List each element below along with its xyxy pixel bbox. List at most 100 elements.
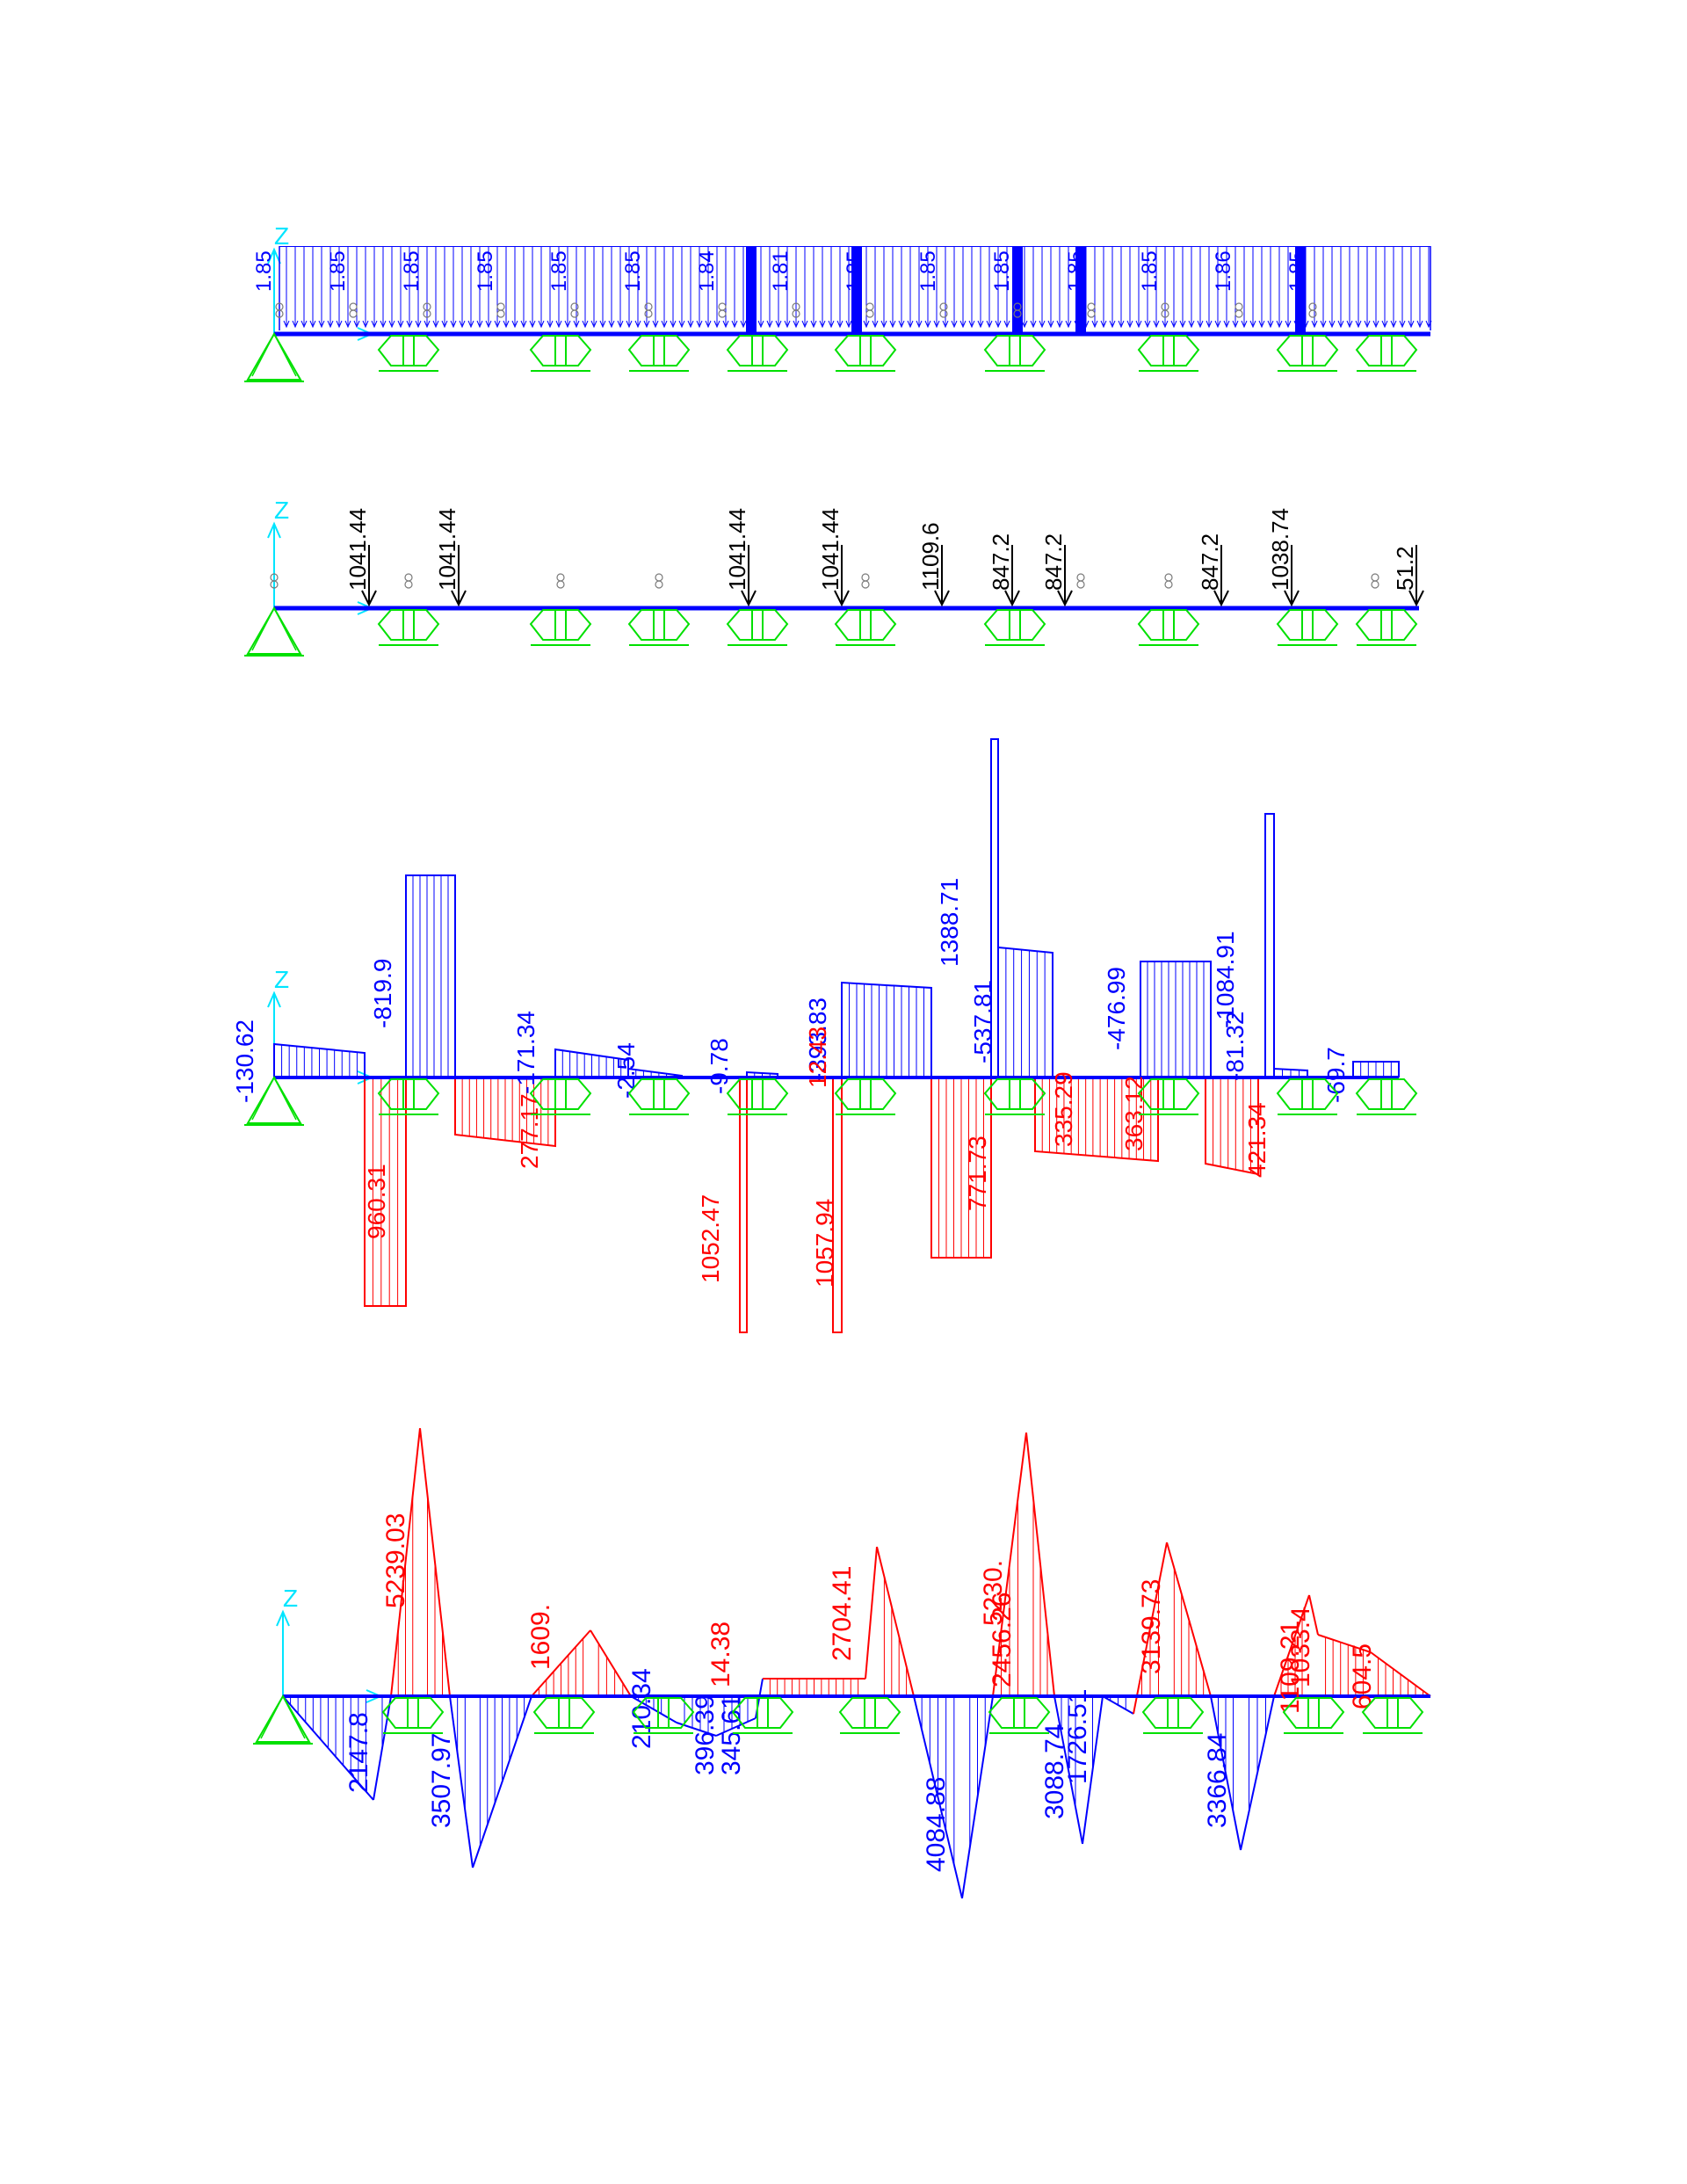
load-arrow-head: [1232, 320, 1239, 329]
hinge-marker: [270, 573, 279, 582]
shear-force-panel: Z -130.62 -819.9 -171.34 -2.54 -9.78 -393.83 -5…: [231, 738, 1418, 1333]
moment-segment: [763, 1678, 865, 1696]
roller-support-body: [529, 609, 592, 641]
shear-segment: [364, 1077, 407, 1307]
pin-support-hatch: [273, 1077, 297, 1121]
moment-curve: [715, 1717, 757, 1737]
moment-label-negative: 3507.97: [427, 1733, 456, 1828]
shear-label-negative: -130.62: [231, 1019, 258, 1103]
moment-label-positive: 2704.41: [828, 1566, 857, 1661]
point-load-label: 1041.44: [724, 508, 750, 591]
hinge-marker: [404, 580, 413, 589]
roller-support: [838, 1697, 901, 1734]
load-arrow-head: [1346, 320, 1353, 329]
load-arrow-head: [1399, 320, 1406, 329]
roller-support: [731, 1697, 794, 1734]
point-load-label: 1109.6: [917, 522, 944, 591]
load-arrow-head: [511, 320, 518, 329]
load-arrow-head: [775, 320, 782, 329]
load-arrow-head: [1249, 320, 1256, 329]
z-axis-label: Z: [274, 966, 289, 993]
load-arrow-head: [1126, 320, 1133, 329]
moment-segment: [1102, 1695, 1134, 1715]
load-arrow-head: [1144, 320, 1151, 329]
hinge-marker: [423, 302, 431, 311]
pin-support-hatch: [251, 333, 275, 377]
load-arrow-head: [1320, 320, 1327, 329]
load-arrow-head: [740, 320, 747, 329]
roller-support-body: [532, 1697, 596, 1729]
distributed-load-label: 1.84: [695, 250, 719, 292]
z-axis-arrowhead: [276, 1609, 290, 1627]
load-arrow-head: [459, 320, 466, 329]
shear-segment: [841, 981, 932, 1077]
moment-label-positive: 1033.4: [1286, 1607, 1315, 1687]
point-load-label: 1041.44: [817, 508, 844, 591]
load-arrow-head: [371, 320, 378, 329]
roller-support-body: [726, 1078, 789, 1110]
shear-segment: [1140, 961, 1212, 1077]
moment-segment: [1053, 1695, 1083, 1845]
load-arrow-head: [538, 320, 545, 329]
load-arrow-head: [344, 320, 351, 329]
roller-support-body: [834, 1078, 897, 1110]
load-arrow-head: [1372, 320, 1379, 329]
hinge-marker: [496, 309, 505, 318]
load-arrow-head: [494, 320, 501, 329]
shear-label-positive: 1052.47: [697, 1194, 724, 1283]
pin-support-triangle: [246, 331, 302, 381]
point-load-arrowhead: [834, 590, 850, 607]
roller-support: [1361, 1697, 1424, 1734]
moment-segment: [715, 1696, 757, 1737]
roller-support: [627, 335, 691, 372]
load-arrow-head: [283, 320, 290, 329]
load-arrow-head: [696, 320, 703, 329]
load-arrow-head: [880, 320, 887, 329]
load-arrow-head: [424, 320, 431, 329]
hinge-marker: [1164, 573, 1173, 582]
roller-support: [381, 1697, 445, 1734]
load-arrow-head: [599, 320, 606, 329]
pin-support-triangle: [246, 1075, 302, 1124]
pin-support-hatch: [273, 333, 297, 377]
shear-label-negative: -537.81: [969, 980, 996, 1063]
load-arrow-head: [836, 320, 844, 329]
roller-support-body: [1276, 1078, 1339, 1110]
distributed-load-label: 1.86: [1212, 250, 1235, 292]
axis-triad: Z: [276, 1585, 383, 1703]
moment-curve: [1273, 1594, 1310, 1697]
point-load-arrowhead: [1213, 590, 1229, 607]
roller-support: [377, 1078, 440, 1115]
roller-support-body: [627, 335, 691, 366]
load-arrow-head: [828, 320, 835, 329]
shear-label-positive: 960.31: [363, 1164, 390, 1239]
shear-label-positive: 277.17: [516, 1093, 543, 1169]
hinge-marker: [349, 309, 358, 318]
load-arrow-head: [670, 320, 677, 329]
load-arrow-head: [608, 320, 615, 329]
load-arrow-head: [995, 320, 1002, 329]
point-load-label: 847.2: [1040, 533, 1067, 591]
load-arrow-head: [731, 320, 738, 329]
moment-curve: [590, 1629, 632, 1697]
hinge-marker: [1308, 302, 1317, 311]
load-arrow-head: [1329, 320, 1336, 329]
load-arrow-head: [336, 320, 343, 329]
load-arrow-head: [1241, 320, 1248, 329]
load-arrow-head: [1188, 320, 1195, 329]
load-arrow-head: [582, 320, 589, 329]
shear-label-negative: -476.99: [1103, 967, 1130, 1050]
load-arrow-head: [1285, 320, 1292, 329]
roller-support-body: [983, 609, 1046, 641]
load-arrow-head: [1162, 320, 1169, 329]
hinge-marker: [644, 302, 653, 311]
roller-support-body: [838, 1697, 901, 1729]
load-arrow-head: [634, 320, 641, 329]
roller-support-body: [726, 609, 789, 641]
distributed-load-label: 1.85: [326, 250, 350, 292]
moment-label-positive: 2456.26: [988, 1593, 1017, 1687]
load-arrow-head: [757, 320, 764, 329]
roller-support: [726, 609, 789, 646]
moment-label-negative: 396.39: [691, 1694, 720, 1775]
shear-label-positive: 771.73: [964, 1136, 991, 1211]
